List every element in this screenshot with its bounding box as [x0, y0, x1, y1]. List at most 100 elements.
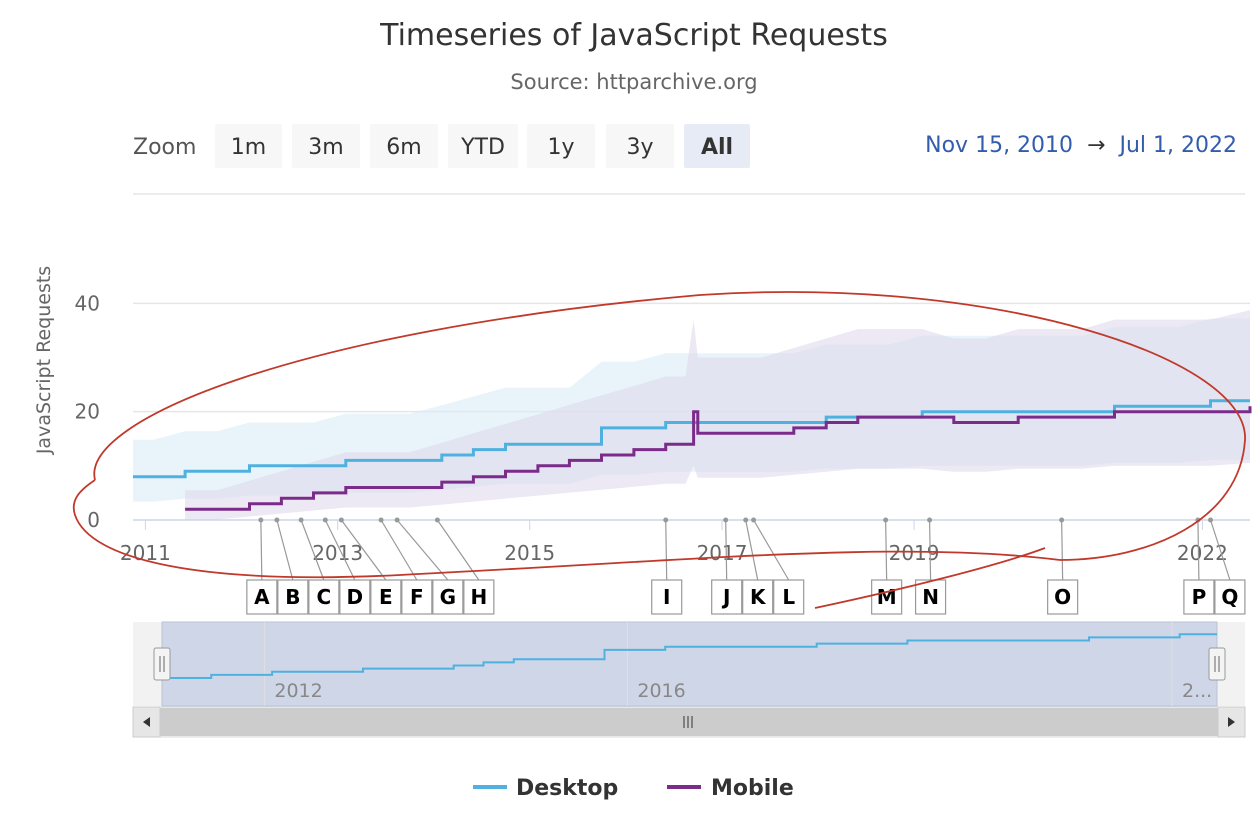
- zoom-button-label[interactable]: YTD: [460, 135, 505, 160]
- zoom-button-all[interactable]: All: [684, 124, 750, 168]
- flag-box[interactable]: [432, 579, 464, 615]
- flag-label[interactable]: M: [877, 585, 897, 609]
- flag-label[interactable]: I: [663, 585, 670, 609]
- legend-item-mobile[interactable]: Mobile: [667, 776, 794, 801]
- flag-box[interactable]: [246, 579, 278, 615]
- flag-e[interactable]: E: [338, 517, 402, 615]
- legend-label-desktop[interactable]: Desktop: [516, 776, 618, 801]
- flag-label[interactable]: P: [1192, 585, 1207, 609]
- zoom-button-label[interactable]: 1y: [547, 135, 574, 160]
- zoom-button-3y[interactable]: 3y: [606, 124, 674, 168]
- range-to[interactable]: Jul 1, 2022: [1117, 133, 1237, 158]
- flag-label[interactable]: B: [285, 585, 300, 609]
- y-axis-ticks: 0 20 40: [75, 291, 100, 532]
- zoom-button-1y[interactable]: 1y: [527, 124, 595, 168]
- flag-box[interactable]: [1183, 579, 1215, 615]
- scroll-right-arrow-icon: [1228, 717, 1235, 727]
- flag-a[interactable]: A: [246, 517, 278, 615]
- zoom-button-label[interactable]: 6m: [386, 135, 421, 160]
- flag-label[interactable]: D: [347, 585, 364, 609]
- zoom-button-label[interactable]: 1m: [231, 135, 266, 160]
- flag-box[interactable]: [914, 579, 947, 615]
- flag-label[interactable]: G: [440, 585, 456, 609]
- flag-label[interactable]: K: [750, 585, 767, 609]
- flag-p[interactable]: P: [1183, 517, 1215, 615]
- navigator-selection[interactable]: [161, 621, 1218, 707]
- x-tick-label: 2011: [120, 541, 171, 565]
- flag-b[interactable]: B: [274, 517, 309, 615]
- flag-label[interactable]: F: [410, 585, 424, 609]
- flag-j[interactable]: J: [711, 517, 743, 615]
- zoom-button-bg[interactable]: [527, 124, 595, 168]
- x-axis-ticks: 2011 2013 2015 2017 2019 2022: [120, 520, 1228, 565]
- flag-h[interactable]: H: [434, 517, 495, 615]
- scrollbar-thumb[interactable]: [160, 708, 1218, 736]
- flag-g[interactable]: G: [394, 517, 464, 615]
- scroll-left-arrow-icon: [143, 717, 150, 727]
- flag-connector: [340, 519, 387, 581]
- zoom-button-bg[interactable]: [215, 124, 282, 168]
- flag-label[interactable]: L: [782, 585, 795, 609]
- range-from[interactable]: Nov 15, 2010: [925, 133, 1073, 158]
- flag-label[interactable]: H: [470, 585, 487, 609]
- zoom-button-ytd[interactable]: YTD: [448, 124, 518, 168]
- zoom-button-bg[interactable]: [684, 124, 750, 168]
- zoom-button-6m[interactable]: 6m: [370, 124, 438, 168]
- flag-label[interactable]: O: [1054, 585, 1071, 609]
- flag-box[interactable]: [370, 579, 402, 615]
- navigator: 2012 2016 2...: [133, 621, 1245, 707]
- zoom-button-bg[interactable]: [606, 124, 674, 168]
- navigator-tick-label: 2012: [274, 680, 322, 702]
- flag-box[interactable]: [711, 579, 743, 615]
- flag-box[interactable]: [308, 579, 340, 615]
- zoom-button-bg[interactable]: [370, 124, 438, 168]
- flag-box[interactable]: [277, 579, 309, 615]
- zoom-button-3m[interactable]: 3m: [292, 124, 360, 168]
- flag-box[interactable]: [651, 579, 683, 615]
- flag-box[interactable]: [339, 579, 371, 615]
- flag-i[interactable]: I: [651, 517, 683, 615]
- flag-label[interactable]: J: [721, 585, 730, 609]
- scrollbar[interactable]: [132, 706, 1246, 738]
- flag-q[interactable]: Q: [1208, 517, 1246, 615]
- zoom-button-bg[interactable]: [448, 124, 518, 168]
- flag-label[interactable]: N: [922, 585, 939, 609]
- zoom-button-1m[interactable]: 1m: [215, 124, 282, 168]
- flag-n[interactable]: N: [914, 517, 947, 615]
- series-line-mobile: [185, 406, 1252, 511]
- flag-l[interactable]: L: [751, 517, 805, 615]
- zoom-button-label[interactable]: 3m: [308, 135, 343, 160]
- flag-label[interactable]: C: [317, 585, 332, 609]
- flag-m[interactable]: M: [871, 517, 903, 615]
- flag-k[interactable]: K: [742, 517, 774, 615]
- flag-connector: [928, 519, 932, 581]
- flag-box[interactable]: [871, 579, 903, 615]
- flag-box[interactable]: [1047, 579, 1079, 615]
- flag-f[interactable]: F: [378, 517, 433, 615]
- flag-box[interactable]: [773, 579, 805, 615]
- flag-box[interactable]: [463, 579, 495, 615]
- handle-left-box[interactable]: [153, 647, 171, 681]
- flag-label[interactable]: A: [254, 585, 270, 609]
- zoom-button-label[interactable]: 3y: [626, 135, 653, 160]
- flag-box[interactable]: [1214, 579, 1246, 615]
- date-range[interactable]: Nov 15, 2010 → Jul 1, 2022: [925, 133, 1237, 158]
- zoom-label: Zoom: [133, 135, 196, 160]
- flag-label[interactable]: Q: [1221, 585, 1238, 609]
- flag-box[interactable]: [742, 579, 774, 615]
- flag-box[interactable]: [401, 579, 433, 615]
- band-mobile: [185, 310, 1251, 520]
- flag-label[interactable]: E: [379, 585, 393, 609]
- flag-c[interactable]: C: [298, 517, 340, 615]
- legend-item-desktop[interactable]: Desktop: [473, 776, 618, 801]
- y-tick-label: 0: [87, 508, 100, 532]
- legend-label-mobile[interactable]: Mobile: [711, 776, 794, 801]
- flag-o[interactable]: O: [1047, 517, 1079, 615]
- navigator-handle-right[interactable]: [1208, 647, 1226, 681]
- flag-d[interactable]: D: [322, 517, 371, 615]
- navigator-handle-left[interactable]: [153, 647, 171, 681]
- zoom-button-label[interactable]: All: [701, 135, 733, 160]
- handle-right-box[interactable]: [1208, 647, 1226, 681]
- zoom-button-bg[interactable]: [292, 124, 360, 168]
